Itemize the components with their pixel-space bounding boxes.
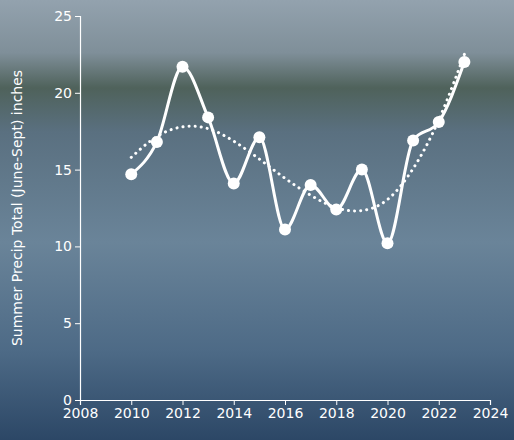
tick: 25 [54, 8, 80, 24]
tick-label: 2012 [165, 405, 201, 421]
tick-label: 20 [54, 85, 72, 101]
marker [407, 134, 419, 146]
background [0, 0, 514, 440]
marker [151, 136, 163, 148]
tick: 2012 [165, 400, 201, 421]
tick: 20 [54, 85, 80, 101]
tick-label: 2018 [319, 405, 355, 421]
trend-line [131, 54, 464, 211]
marker [279, 224, 291, 236]
tick-mark [75, 323, 80, 324]
tick-label: 10 [54, 238, 72, 254]
tick-label: 2020 [370, 405, 406, 421]
tick-mark [75, 16, 80, 17]
tick-mark [75, 93, 80, 94]
tick: 5 [63, 315, 80, 331]
marker [202, 111, 214, 123]
tick: 0 [63, 392, 80, 408]
y-axis: 0 5 10 15 20 25 [54, 8, 80, 408]
tick-label: 25 [54, 8, 72, 24]
tick-label: 2014 [216, 405, 252, 421]
tick: 10 [54, 238, 80, 254]
tick-label: 15 [54, 162, 72, 178]
tick-mark [75, 246, 80, 247]
data-line [131, 62, 464, 243]
marker [228, 177, 240, 189]
markers [125, 56, 470, 249]
tick-mark [75, 400, 80, 401]
tick: 2014 [216, 400, 252, 421]
tick: 2010 [114, 400, 150, 421]
plot-area [125, 54, 470, 249]
marker [125, 168, 137, 180]
marker [382, 237, 394, 249]
tick: 2020 [370, 400, 406, 421]
tick-label: 2024 [473, 405, 509, 421]
tick-label: 0 [63, 392, 72, 408]
tick-mark [75, 170, 80, 171]
y-axis-title: Summer Precip Total (June-Sept) inches [9, 70, 25, 346]
tick: 2024 [473, 400, 509, 421]
axis-line [75, 17, 81, 401]
chart: 2008201020122014201620182020202220240510… [0, 0, 514, 440]
marker [458, 56, 470, 68]
tick-label: 2010 [114, 405, 150, 421]
marker [177, 61, 189, 73]
tick: 2018 [319, 400, 355, 421]
tick-label: 5 [63, 315, 72, 331]
x-axis: 200820102012201420162018202020222024 [63, 400, 509, 421]
marker [305, 179, 317, 191]
tick: 2022 [421, 400, 457, 421]
marker [433, 116, 445, 128]
tick-label: 2016 [268, 405, 304, 421]
tick: 15 [54, 162, 80, 178]
marker [253, 131, 265, 143]
marker [356, 164, 368, 176]
marker [330, 204, 342, 216]
tick: 2016 [268, 400, 304, 421]
tick-label: 2022 [421, 405, 457, 421]
